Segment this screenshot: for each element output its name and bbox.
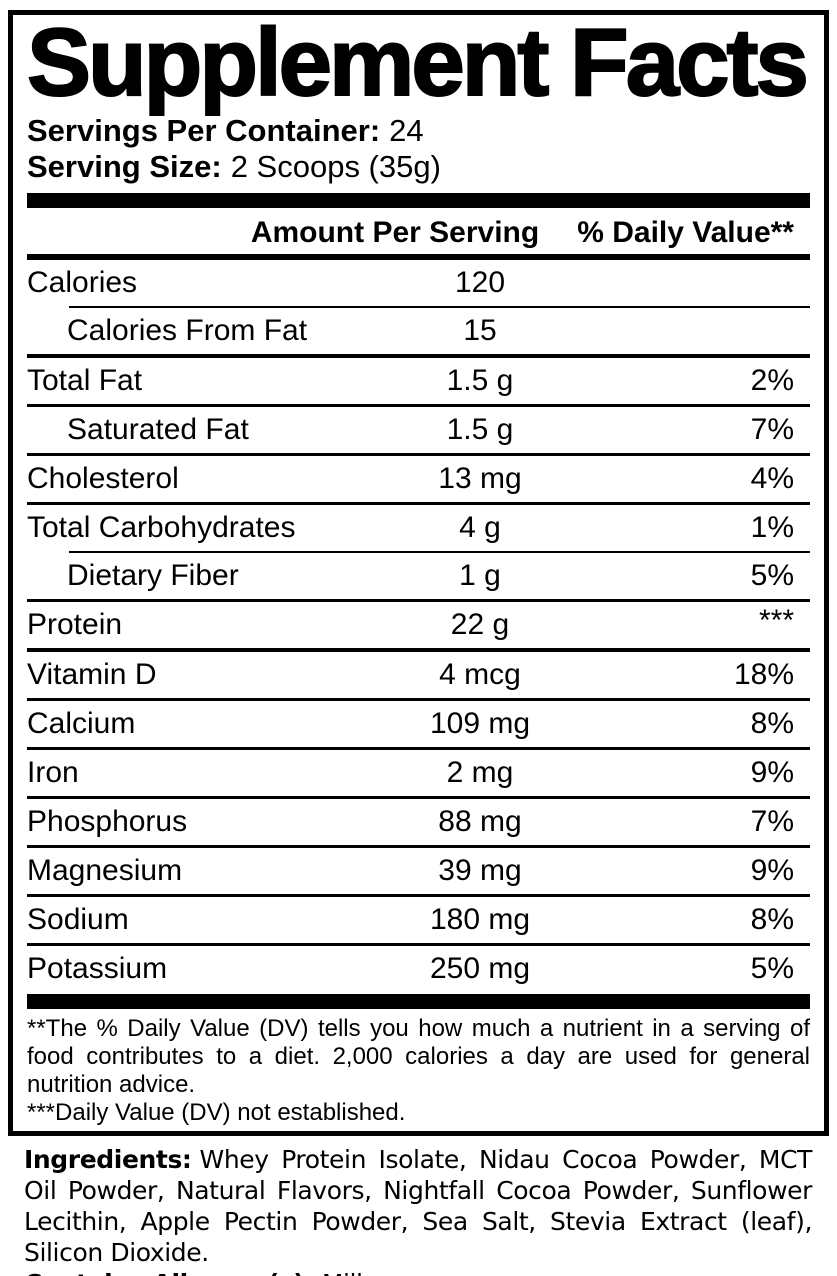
nutrient-row: Sodium 180 mg 8% (27, 897, 810, 943)
row-separator (27, 599, 810, 602)
nutrient-amount: 109 mg (429, 707, 531, 740)
nutrient-daily-value: 9% (750, 756, 794, 789)
nutrient-amount: 250 mg (429, 952, 531, 985)
nutrient-daily-value: 1% (750, 511, 794, 544)
nutrient-row: Calories 120 (27, 260, 810, 306)
nutrient-row: Phosphorus 88 mg 7% (27, 799, 810, 845)
row-separator (27, 502, 810, 505)
footnote: ***Daily Value (DV) not established. (27, 1099, 406, 1126)
nutrient-amount: 15 (463, 314, 497, 347)
row-separator (27, 354, 810, 358)
nutrient-row: Protein 22 g *** (27, 602, 810, 648)
nutrient-amount: 120 (454, 266, 506, 299)
nutrient-daily-value: 5% (750, 559, 794, 592)
nutrient-amount: 2 mg (446, 756, 514, 789)
nutrient-name: Calories (27, 266, 138, 299)
nutrient-name: Iron (27, 756, 79, 789)
nutrient-daily-value: 4% (750, 462, 794, 495)
nutrient-row: Iron 2 mg 9% (27, 750, 810, 796)
nutrient-row: Magnesium 39 mg 9% (27, 848, 810, 894)
nutrient-name: Phosphorus (27, 805, 188, 838)
serving-size-value: 2 Scoops (35g) (230, 149, 441, 184)
nutrient-row: Potassium 250 mg 5% (27, 946, 810, 992)
row-separator (69, 551, 810, 553)
nutrient-row: Cholesterol 13 mg 4% (27, 456, 810, 502)
nutrient-row: Vitamin D 4 mcg 18% (27, 652, 810, 698)
nutrient-name: Sodium (27, 903, 129, 936)
amount-per-serving-header: Amount Per Serving (250, 216, 540, 249)
nutrient-amount: 22 g (450, 608, 510, 641)
row-separator (27, 698, 810, 701)
nutrient-daily-value: 7% (750, 805, 794, 838)
nutrient-name: Calories From Fat (67, 314, 308, 347)
row-separator (27, 894, 810, 897)
nutrient-daily-value: 2% (750, 364, 794, 397)
nutrient-row: Calories From Fat 15 (27, 308, 810, 354)
servings-per-container: Servings Per Container: 24 (27, 113, 810, 149)
nutrient-amount: 39 mg (438, 854, 522, 887)
nutrient-row: Dietary Fiber 1 g 5% (27, 553, 810, 599)
servings-per-container-value: 24 (389, 113, 424, 148)
daily-value-header: % Daily Value** (577, 216, 794, 249)
row-separator (27, 845, 810, 848)
nutrient-name: Calcium (27, 707, 136, 740)
nutrient-table: Calories 120 Calories From Fat 15 Total … (27, 260, 810, 992)
nutrient-name: Protein (27, 608, 123, 641)
serving-info: Servings Per Container: 24 Serving Size: 2… (27, 113, 810, 185)
row-separator (27, 943, 810, 946)
nutrient-name: Total Fat (27, 364, 143, 397)
nutrient-daily-value: 9% (750, 854, 794, 887)
nutrient-daily-value: 8% (750, 707, 794, 740)
nutrient-row: Calcium 109 mg 8% (27, 701, 810, 747)
row-separator (27, 747, 810, 750)
nutrient-name: Saturated Fat (67, 413, 249, 446)
divider-bar-top (27, 193, 810, 208)
nutrient-daily-value: 7% (750, 413, 794, 446)
nutrient-row: Total Fat 1.5 g 2% (27, 358, 810, 404)
supplement-label-page: Supplement Facts Servings Per Container:… (0, 10, 837, 1276)
supplement-facts-panel: Supplement Facts Servings Per Container:… (8, 10, 829, 1136)
nutrient-row: Total Carbohydrates 4 g 1% (27, 505, 810, 551)
nutrient-name: Potassium (27, 952, 168, 985)
table-header-row: Amount Per Serving % Daily Value** (27, 208, 810, 260)
row-separator (27, 648, 810, 652)
row-separator (27, 404, 810, 407)
allergens-section: Contains Allergen(s): Milk (24, 1268, 812, 1276)
nutrient-name: Cholesterol (27, 462, 179, 495)
nutrient-amount: 4 mcg (439, 658, 521, 691)
nutrient-name: Magnesium (27, 854, 183, 887)
ingredients-text: Whey Protein Isolate, Nidau Cocoa Powder… (24, 1145, 812, 1267)
nutrient-amount: 4 g (459, 511, 501, 544)
panel-title: Supplement Facts (26, 9, 810, 116)
serving-size-label: Serving Size: (27, 149, 222, 184)
allergens-value: Milk (322, 1269, 371, 1276)
nutrient-daily-value: 8% (750, 903, 794, 936)
nutrient-name: Total Carbohydrates (27, 511, 296, 544)
allergens-label: Contains Allergen(s): (24, 1269, 314, 1276)
serving-size: Serving Size: 2 Scoops (35g) (27, 149, 810, 185)
nutrient-amount: 88 mg (438, 805, 522, 838)
row-separator (27, 796, 810, 799)
ingredients-label: Ingredients: (24, 1145, 192, 1174)
nutrient-amount: 180 mg (429, 903, 531, 936)
row-separator (69, 306, 810, 308)
divider-bar-bottom (27, 994, 810, 1009)
servings-per-container-label: Servings Per Container: (27, 113, 381, 148)
nutrient-daily-value: 18% (733, 658, 794, 691)
nutrient-name: Dietary Fiber (67, 559, 239, 592)
nutrient-daily-value: *** (758, 604, 794, 637)
footnotes-section: **The % Daily Value (DV) tells you how m… (27, 1009, 810, 1127)
nutrient-row: Saturated Fat 1.5 g 7% (27, 407, 810, 453)
ingredients-section: Ingredients: Whey Protein Isolate, Nidau … (24, 1144, 812, 1268)
nutrient-amount: 1.5 g (446, 413, 514, 446)
nutrient-amount: 1 g (459, 559, 501, 592)
row-separator (27, 453, 810, 456)
nutrient-amount: 13 mg (438, 462, 522, 495)
nutrient-name: Vitamin D (27, 658, 157, 691)
nutrient-daily-value: 5% (750, 952, 794, 985)
footnote: **The % Daily Value (DV) tells you how m… (27, 1015, 810, 1098)
nutrient-amount: 1.5 g (446, 364, 514, 397)
